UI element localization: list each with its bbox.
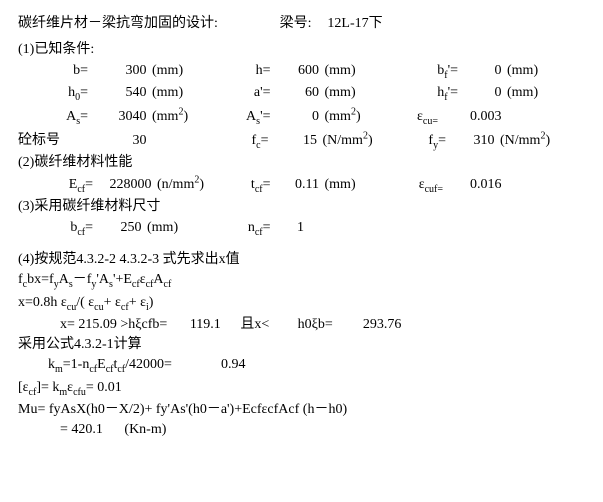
sym-tcf: tcf= xyxy=(221,175,271,197)
sym-hfp: hf'= xyxy=(378,83,458,105)
sym-As: As= xyxy=(18,107,88,129)
sym-Asp: As'= xyxy=(206,107,271,129)
sym-fc: fc= xyxy=(204,131,269,153)
x-res-d: h0ξb= xyxy=(273,315,333,335)
unit-tcf: (mm) xyxy=(323,175,375,195)
section-3-title: (3)采用碳纤维材料尺寸 xyxy=(18,197,585,217)
eq-Mu-result: = 420.1 (Kn-m) xyxy=(18,420,585,440)
unit-h: (mm) xyxy=(323,61,375,81)
sym-ncf: ncf= xyxy=(211,218,271,240)
val-ncf: 1 xyxy=(274,218,304,238)
sym-b: b= xyxy=(18,61,88,81)
val-ecuf: 0.016 xyxy=(447,175,502,195)
val-h0: 540 xyxy=(92,83,147,103)
unit-b: (mm) xyxy=(150,61,202,81)
eq-km: km=1-ncfEcftcf/42000= 0.94 xyxy=(18,355,585,377)
section-4-title: (4)按规范4.3.2-2 4.3.2-3 式先求出x值 xyxy=(18,250,585,270)
eq-Mu: Mu= fyAsX(h0－X/2)+ fy'As'(h0－a')+EcfεcfA… xyxy=(18,400,585,420)
eq-x08h: x=0.8h εcu/( εcu+ εcf+ εi) xyxy=(18,293,585,315)
grade-label: 砼标号 xyxy=(18,131,78,151)
val-bfp: 0 xyxy=(462,61,502,81)
val-b: 300 xyxy=(92,61,147,81)
beam-label: 梁号: xyxy=(252,14,312,34)
unit-Asp: (mm2) xyxy=(323,105,375,127)
sym-ap: a'= xyxy=(206,83,271,103)
unit-ap: (mm) xyxy=(323,83,375,103)
Mu-val: = 420.1 xyxy=(60,420,103,440)
eq-ecf: [εcf]= kmεcfu= 0.01 xyxy=(18,378,585,400)
val-As: 3040 xyxy=(92,107,147,127)
section-2-title: (2)碳纤维材料性能 xyxy=(18,153,585,173)
doc-header: 碳纤维片材－梁抗弯加固的设计: 梁号: 12L-17下 xyxy=(18,14,585,34)
row-bcf-ncf: bcf= 250 (mm) ncf= 1 xyxy=(18,218,585,240)
x-res-b: 119.1 xyxy=(171,315,221,335)
km-val: 0.94 xyxy=(175,355,245,375)
sym-h0: h0= xyxy=(18,83,88,105)
eq-fcbx: fcbx=fyAs－fy'As'+EcfεcfAcf xyxy=(18,270,585,292)
x-res-c: 且x< xyxy=(224,315,269,335)
val-ecu: 0.003 xyxy=(442,107,502,127)
x-res-a: x= 215.09 >hξcfb= xyxy=(60,315,167,335)
x-res-e: 293.76 xyxy=(336,315,401,335)
beam-no: 12L-17下 xyxy=(315,14,395,34)
val-h: 600 xyxy=(274,61,319,81)
unit-h0: (mm) xyxy=(150,83,202,103)
val-ap: 60 xyxy=(274,83,319,103)
sym-h: h= xyxy=(206,61,271,81)
row-grade-fc-fy: 砼标号 30 fc= 15 (N/mm2) fy= 310 (N/mm2) xyxy=(18,129,585,153)
unit-As: (mm2) xyxy=(150,105,202,127)
val-fc: 15 xyxy=(272,131,317,151)
unit-Ecf: (n/mm2) xyxy=(155,173,217,195)
sym-fy: fy= xyxy=(391,131,446,153)
sym-ecuf: εcuf= xyxy=(378,175,443,197)
unit-bcf: (mm) xyxy=(145,218,207,238)
sym-bfp: bf'= xyxy=(378,61,458,83)
val-hfp: 0 xyxy=(462,83,502,103)
title: 碳纤维片材－梁抗弯加固的设计: xyxy=(18,14,248,34)
unit-hfp: (mm) xyxy=(505,83,557,103)
val-Asp: 0 xyxy=(274,107,319,127)
unit-fy: (N/mm2) xyxy=(498,129,565,151)
section-1-title: (1)已知条件: xyxy=(18,40,585,60)
sym-bcf: bcf= xyxy=(18,218,93,240)
row-b-h-bfp: b= 300 (mm) h= 600 (mm) bf'= 0 (mm) xyxy=(18,61,585,83)
row-As-Asp-ecu: As= 3040 (mm2) As'= 0 (mm2) εcu= 0.003 xyxy=(18,105,585,129)
sym-ecu: εcu= xyxy=(378,107,438,129)
sym-Ecf: Ecf= xyxy=(18,175,93,197)
val-grade: 30 xyxy=(82,131,147,151)
use-formula: 采用公式4.3.2-1计算 xyxy=(18,335,585,355)
km-lhs: km=1-ncfEcftcf/42000= xyxy=(48,355,172,377)
row-Ecf-tcf-ecuf: Ecf= 228000 (n/mm2) tcf= 0.11 (mm) εcuf=… xyxy=(18,173,585,197)
row-h0-ap-hfp: h0= 540 (mm) a'= 60 (mm) hf'= 0 (mm) xyxy=(18,83,585,105)
val-fy: 310 xyxy=(450,131,495,151)
Mu-unit: (Kn-m) xyxy=(106,420,166,440)
unit-fc: (N/mm2) xyxy=(321,129,388,151)
eq-x-result: x= 215.09 >hξcfb= 119.1 且x< h0ξb= 293.76 xyxy=(18,315,585,335)
val-Ecf: 228000 xyxy=(97,175,152,195)
val-tcf: 0.11 xyxy=(274,175,319,195)
unit-bfp: (mm) xyxy=(505,61,557,81)
val-bcf: 250 xyxy=(97,218,142,238)
